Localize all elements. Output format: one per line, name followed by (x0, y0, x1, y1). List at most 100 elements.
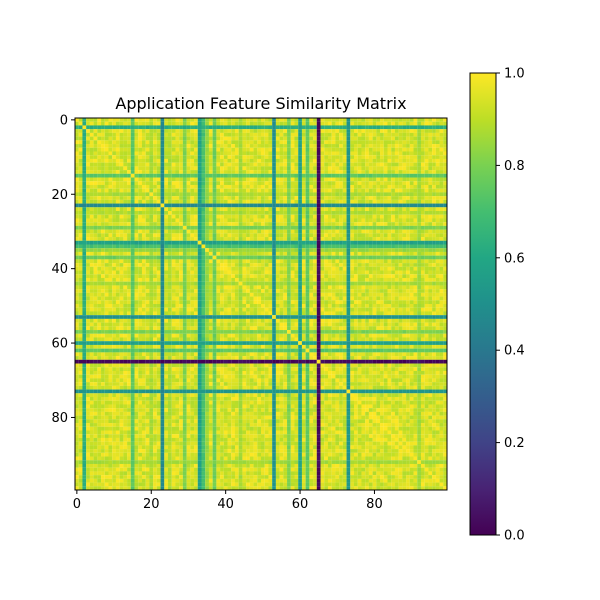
heatmap-cell (212, 121, 217, 126)
heatmap-cell (75, 129, 79, 133)
heatmap-cell (134, 214, 139, 219)
heatmap-cell (127, 211, 131, 215)
heatmap-cell (115, 300, 120, 305)
heatmap-cell (339, 199, 343, 204)
heatmap-cell (164, 184, 169, 189)
heatmap-cell (108, 155, 113, 159)
heatmap-cell (324, 244, 329, 249)
heatmap-cell (283, 162, 288, 167)
heatmap-cell (201, 184, 206, 189)
heatmap-cell (234, 192, 239, 197)
heatmap-cell (428, 207, 433, 212)
heatmap-cell (227, 151, 232, 156)
heatmap-cell (324, 203, 329, 208)
heatmap-cell (275, 214, 280, 219)
heatmap-cell (242, 132, 247, 137)
heatmap-cell (134, 225, 139, 230)
heatmap-cell (86, 229, 90, 234)
heatmap-cell (194, 136, 198, 141)
heatmap-cell (387, 151, 392, 156)
heatmap-cell (309, 263, 314, 267)
heatmap-cell (82, 207, 87, 212)
heatmap-cell (294, 240, 299, 245)
heatmap-cell (327, 259, 332, 264)
heatmap-cell (342, 289, 347, 293)
heatmap-cell (350, 181, 355, 186)
heatmap-cell (424, 211, 429, 215)
heatmap-cell (272, 277, 276, 282)
heatmap-cell (182, 222, 187, 226)
heatmap-cell (242, 229, 247, 234)
heatmap-cell (238, 281, 243, 286)
heatmap-cell (78, 218, 83, 223)
heatmap-cell (391, 277, 395, 282)
heatmap-cell (402, 207, 407, 212)
heatmap-cell (227, 144, 232, 148)
heatmap-cell (298, 222, 302, 226)
heatmap-cell (242, 207, 247, 212)
heatmap-cell (294, 158, 299, 163)
heatmap-cell (432, 144, 436, 148)
heatmap-cell (82, 233, 87, 238)
heatmap-cell (86, 233, 90, 238)
heatmap-cell (104, 263, 109, 267)
heatmap-cell (231, 207, 236, 212)
heatmap-cell (101, 285, 105, 290)
heatmap-cell (171, 248, 176, 252)
heatmap-cell (361, 118, 366, 122)
heatmap-cell (175, 125, 180, 130)
heatmap-cell (368, 196, 373, 200)
heatmap-cell (246, 225, 250, 230)
heatmap-cell (316, 181, 321, 186)
heatmap-cell (205, 263, 209, 267)
heatmap-cell (443, 203, 448, 208)
heatmap-cell (346, 151, 351, 156)
heatmap-cell (327, 225, 332, 230)
heatmap-cell (290, 121, 295, 126)
heatmap-cell (287, 255, 291, 260)
heatmap-cell (376, 237, 381, 241)
heatmap-cell (108, 292, 113, 297)
heatmap-cell (327, 199, 332, 204)
heatmap-cell (149, 255, 154, 260)
heatmap-cell (231, 240, 236, 245)
heatmap-cell (82, 125, 87, 130)
heatmap-cell (108, 158, 113, 163)
heatmap-cell (205, 248, 209, 252)
heatmap-cell (432, 170, 436, 174)
heatmap-cell (145, 188, 150, 193)
heatmap-cell (350, 281, 355, 286)
heatmap-cell (301, 270, 306, 275)
heatmap-cell (153, 188, 157, 193)
heatmap-cell (272, 158, 276, 163)
heatmap-cell (119, 203, 124, 208)
heatmap-cell (432, 121, 436, 126)
heatmap-cell (324, 285, 329, 290)
heatmap-cell (376, 259, 381, 264)
heatmap-cell (402, 170, 407, 174)
heatmap-cell (238, 188, 243, 193)
heatmap-cell (216, 270, 221, 275)
heatmap-cell (220, 155, 224, 159)
heatmap-cell (89, 255, 94, 260)
heatmap-cell (346, 229, 351, 234)
heatmap-cell (409, 214, 414, 219)
heatmap-cell (365, 259, 369, 264)
heatmap-cell (313, 248, 317, 252)
heatmap-cell (316, 207, 321, 212)
heatmap-cell (424, 170, 429, 174)
heatmap-cell (424, 300, 429, 305)
heatmap-cell (216, 207, 221, 212)
heatmap-cell (435, 281, 440, 286)
heatmap-cell (398, 129, 403, 133)
heatmap-cell (220, 121, 224, 126)
heatmap-cell (149, 281, 154, 286)
heatmap-cell (264, 214, 269, 219)
heatmap-cell (104, 188, 109, 193)
heatmap-cell (305, 140, 310, 145)
heatmap-cell (212, 151, 217, 156)
heatmap-cell (160, 233, 165, 238)
heatmap-cell (216, 147, 221, 152)
heatmap-cell (339, 177, 343, 182)
heatmap-cell (268, 129, 273, 133)
